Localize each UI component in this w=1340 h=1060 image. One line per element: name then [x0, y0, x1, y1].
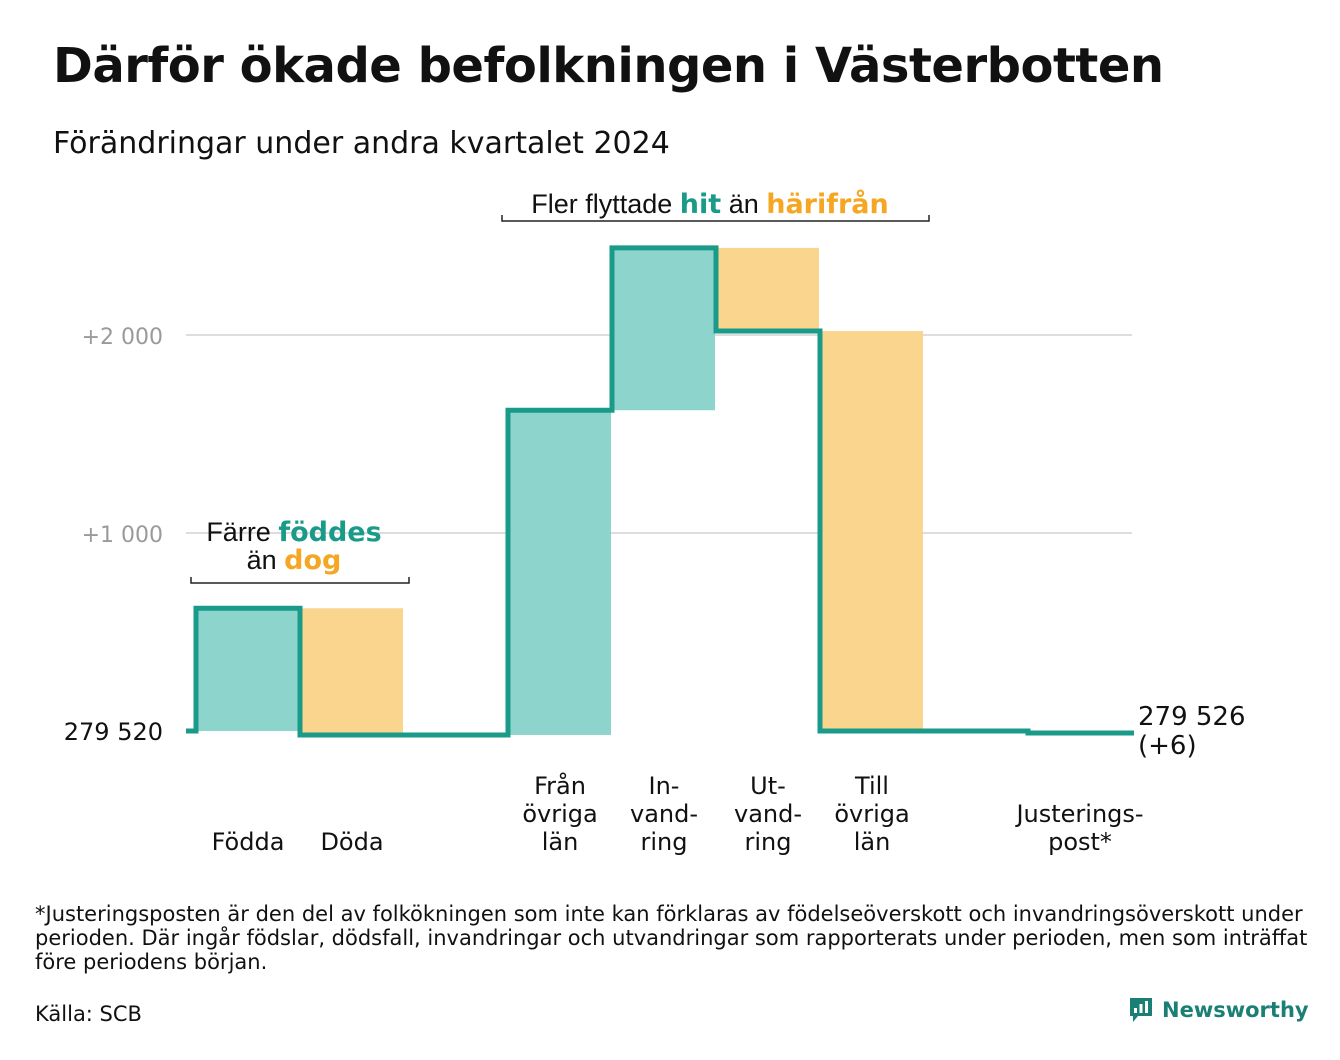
- page-title: Därför ökade befolkningen i Västerbotten: [53, 38, 1164, 94]
- bar-invandring: [613, 247, 715, 411]
- line-layer: [186, 245, 1134, 738]
- x-category-label: Ut-: [750, 772, 786, 800]
- x-category-label: ring: [641, 828, 688, 856]
- page-subtitle: Förändringar under andra kvartalet 2024: [53, 126, 670, 161]
- y-tick-label: +2 000: [82, 325, 163, 350]
- x-category-label: Födda: [212, 828, 285, 856]
- x-category-label: övriga: [834, 800, 909, 828]
- migration-annotation: Fler flyttade hit än härifrån: [531, 188, 889, 220]
- source-note: Källa: SCB: [35, 1002, 142, 1026]
- annotation-text: än: [721, 189, 766, 219]
- bar-layer: [197, 247, 923, 735]
- births-annotation-line1: Färre föddes: [206, 517, 381, 548]
- x-category-label: Till: [854, 772, 889, 800]
- end-value-label: 279 526: [1138, 702, 1246, 732]
- annotation-text: än: [247, 545, 285, 575]
- bar-födda: [197, 608, 299, 731]
- footnote: *Justeringsposten är den del av folkökni…: [35, 902, 1308, 974]
- x-category-label: Justerings-: [1014, 800, 1143, 828]
- x-category-label: In-: [649, 772, 680, 800]
- x-category-label: vand-: [734, 800, 802, 828]
- end-change-label: (+6): [1138, 731, 1197, 761]
- bar-tillövrigalän: [821, 331, 923, 731]
- newsworthy-logo-icon: [1130, 998, 1152, 1022]
- newsworthy-logo: Newsworthy: [1128, 996, 1309, 1024]
- annotation-highlight: dog: [284, 545, 341, 576]
- base-value-label: 279 520: [64, 718, 163, 746]
- births-annotation-line2: än dog: [247, 545, 342, 576]
- x-category-label: övriga: [522, 800, 597, 828]
- bar-frånövrigalän: [509, 410, 611, 735]
- annotation-highlight: härifrån: [766, 188, 889, 220]
- annotation-text: Fler flyttade: [531, 189, 680, 219]
- running-total-line: [186, 245, 1134, 738]
- annotation-highlight: hit: [680, 189, 721, 220]
- x-category-label: län: [854, 828, 891, 856]
- y-tick-label: +1 000: [82, 523, 163, 548]
- x-category-label: post*: [1048, 828, 1112, 856]
- x-category-label: vand-: [630, 800, 698, 828]
- x-category-label: ring: [745, 828, 792, 856]
- logo-text: Newsworthy: [1162, 998, 1309, 1022]
- bar-utvandring: [717, 247, 819, 332]
- bar-döda: [301, 608, 403, 735]
- x-category-label: Döda: [320, 828, 383, 856]
- x-category-label: Från: [534, 771, 586, 800]
- annotation-text: Färre: [206, 517, 278, 547]
- annotation-highlight: föddes: [278, 517, 381, 548]
- x-category-label: län: [542, 828, 579, 856]
- births-bracket: [190, 577, 410, 584]
- migration-bracket: [501, 215, 930, 222]
